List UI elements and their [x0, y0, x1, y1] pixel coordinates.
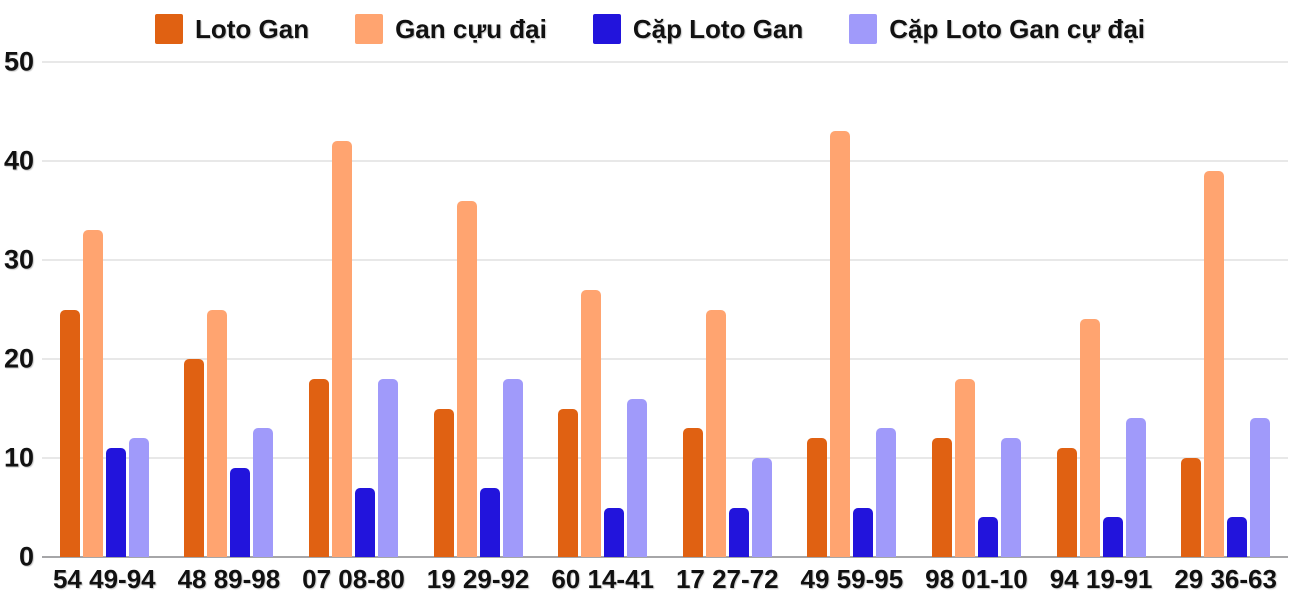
bar-group: 17 27-72 [665, 62, 790, 592]
x-axis-label: 94 19-91 [1049, 564, 1153, 594]
legend-item-cap-loto-gan[interactable]: Cặp Loto Gan [592, 13, 804, 45]
legend-swatch-cap-loto-gan [592, 14, 621, 44]
bar[interactable] [807, 438, 828, 557]
bar-cluster [558, 62, 648, 557]
bar[interactable] [207, 309, 228, 557]
y-tick-label-20: 20 [3, 343, 34, 374]
bar[interactable] [1181, 458, 1202, 557]
bar[interactable] [456, 200, 477, 557]
bar-group: 54 49-94 [42, 62, 167, 592]
bar-cluster [807, 62, 897, 557]
bar-group: 98 01-10 [914, 62, 1039, 592]
bar[interactable] [502, 378, 523, 557]
bar-cluster [1181, 62, 1271, 557]
y-axis: 0 10 20 30 40 50 [0, 48, 34, 570]
bar[interactable] [308, 378, 329, 557]
bar[interactable] [558, 408, 579, 557]
bar[interactable] [604, 507, 625, 557]
bar[interactable] [128, 438, 149, 557]
legend-swatch-loto-gan [154, 14, 183, 44]
bar[interactable] [230, 467, 251, 557]
gridline-30 [42, 259, 1288, 261]
bar[interactable] [977, 517, 998, 557]
bar[interactable] [728, 507, 749, 557]
x-axis-label: 17 27-72 [675, 564, 779, 594]
bar-group: 60 14-41 [540, 62, 665, 592]
x-axis-label: 19 29-92 [426, 564, 530, 594]
bar[interactable] [876, 428, 897, 557]
plot-area: 54 49-94 48 89-98 07 08-80 19 29-92 60 14-41… [42, 61, 1288, 592]
legend-swatch-cap-loto-gan-cu-dai [849, 14, 878, 44]
x-axis-label: 48 89-98 [177, 564, 281, 594]
bar[interactable] [931, 438, 952, 557]
bar[interactable] [751, 458, 772, 557]
bar[interactable] [853, 507, 874, 557]
bar[interactable] [682, 428, 703, 557]
gridline-0 [42, 556, 1288, 558]
bar-groups: 54 49-94 48 89-98 07 08-80 19 29-92 60 14-41… [42, 62, 1288, 592]
legend-label-cap-loto-gan-cu-dai: Cặp Loto Gan cự đại [889, 13, 1145, 44]
bar[interactable] [1102, 517, 1123, 557]
bar-cluster [931, 62, 1021, 557]
legend-label-gan-cuu-dai: Gan cựu đại [395, 13, 547, 44]
bar[interactable] [954, 378, 975, 557]
bar-cluster [308, 62, 398, 557]
bar-cluster [682, 62, 772, 557]
bar-cluster [59, 62, 149, 557]
bar-group: 29 36-63 [1163, 62, 1288, 592]
bar[interactable] [627, 398, 648, 557]
y-tick-label-10: 10 [3, 442, 34, 473]
bar[interactable] [331, 141, 352, 557]
y-tick-label-30: 30 [3, 244, 34, 275]
legend-item-cap-loto-gan-cu-dai[interactable]: Cặp Loto Gan cự đại [849, 14, 1145, 45]
bar[interactable] [253, 428, 274, 557]
bar[interactable] [1250, 418, 1271, 557]
bar[interactable] [1204, 170, 1225, 557]
bar-group: 19 29-92 [416, 62, 541, 592]
bar[interactable] [1000, 438, 1021, 557]
x-axis-label: 98 01-10 [925, 564, 1028, 594]
bar[interactable] [377, 378, 398, 557]
bar[interactable] [1079, 319, 1100, 557]
bar[interactable] [1227, 517, 1248, 557]
bar[interactable] [184, 359, 205, 557]
x-axis-label: 60 14-41 [551, 564, 654, 594]
x-axis-label: 29 36-63 [1174, 564, 1277, 594]
bar-group: 49 59-95 [790, 62, 915, 592]
bar[interactable] [105, 448, 126, 557]
bar[interactable] [59, 309, 80, 557]
bar-group: 94 19-91 [1039, 62, 1164, 592]
bar[interactable] [82, 230, 103, 557]
bar[interactable] [354, 487, 375, 557]
gridline-10 [42, 457, 1288, 459]
legend-label-cap-loto-gan: Cặp Loto Gan [632, 13, 804, 44]
gridline-40 [42, 160, 1288, 162]
bar[interactable] [581, 289, 602, 557]
legend-item-gan-cuu-dai[interactable]: Gan cựu đại [355, 14, 547, 45]
bar-group: 07 08-80 [291, 62, 416, 592]
bar[interactable] [1125, 418, 1146, 557]
legend-swatch-gan-cuu-dai [355, 14, 384, 44]
bar-cluster [1056, 62, 1146, 557]
gridline-20 [42, 358, 1288, 360]
bar[interactable] [1056, 448, 1077, 557]
legend-item-loto-gan[interactable]: Loto Gan [154, 13, 310, 45]
bar-cluster [184, 62, 274, 557]
x-axis-label: 07 08-80 [302, 564, 405, 594]
bar[interactable] [479, 487, 500, 557]
bar[interactable] [705, 309, 726, 557]
bar-cluster [433, 62, 523, 557]
bar[interactable] [830, 131, 851, 557]
bar-group: 48 89-98 [167, 62, 292, 592]
y-tick-label-0: 0 [18, 541, 34, 572]
x-axis-label: 49 59-95 [800, 564, 904, 594]
x-axis-label: 54 49-94 [52, 564, 156, 594]
gridline-50 [42, 61, 1288, 63]
legend-label-loto-gan: Loto Gan [194, 13, 310, 44]
y-tick-label-40: 40 [3, 145, 34, 176]
y-tick-label-50: 50 [3, 46, 34, 77]
legend: Loto Gan Gan cựu đại Cặp Loto Gan Cặp Lo… [0, 8, 1300, 50]
bar[interactable] [433, 408, 454, 557]
